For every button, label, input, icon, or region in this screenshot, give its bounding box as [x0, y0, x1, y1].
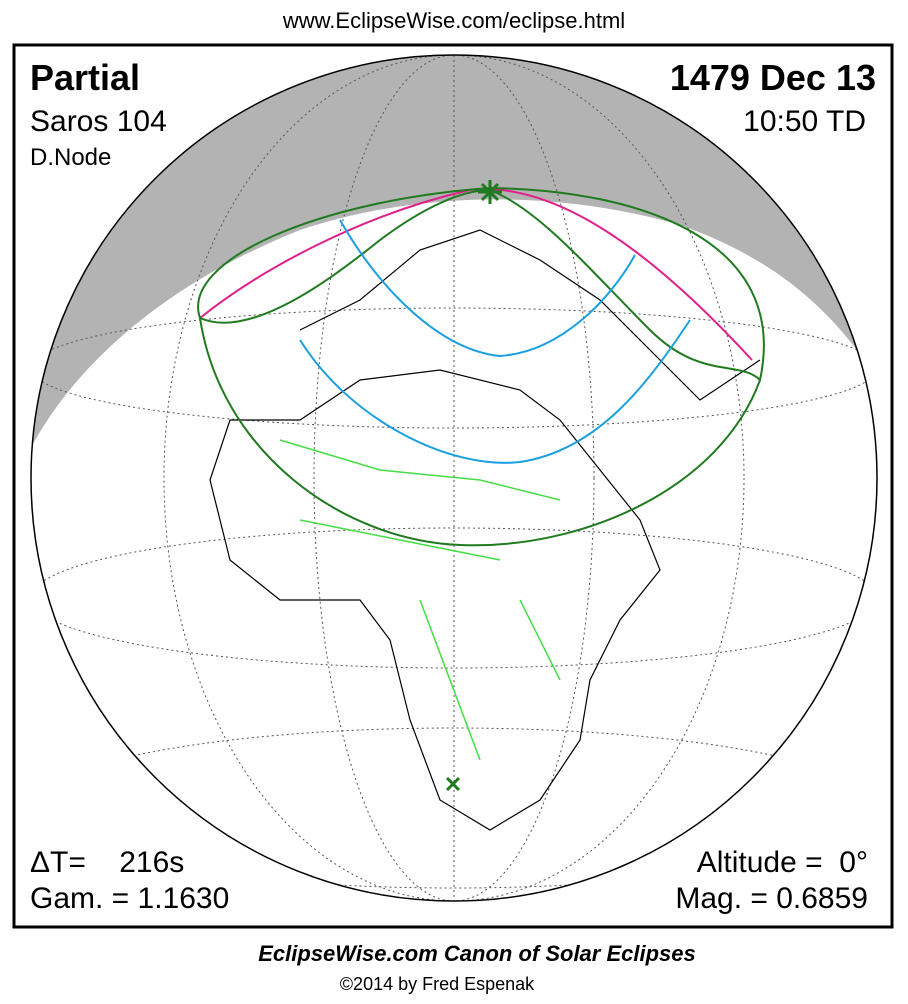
sub-solar-marker — [445, 776, 461, 792]
saros: Saros 104 — [30, 105, 167, 138]
eurasia-outline — [299, 229, 761, 401]
magnitude-curve — [299, 319, 691, 464]
node: D.Node — [30, 144, 111, 171]
graticule — [31, 55, 877, 901]
globe — [31, 55, 877, 901]
magnitude-curve — [339, 219, 636, 358]
globe-outline — [30, 54, 878, 902]
time: 10:50 TD — [743, 105, 866, 138]
africa-outline — [209, 369, 661, 831]
date: 1479 Dec 13 — [670, 57, 876, 98]
footer-credit: ©2014 by Fred Espenak — [340, 974, 535, 994]
gamma: Gam. = 1.1630 — [30, 882, 229, 915]
delta-t: ΔT= 216s — [30, 846, 184, 879]
magnitude: Mag. = 0.6859 — [675, 882, 868, 915]
greatest-eclipse-marker — [478, 180, 502, 204]
url: www.EclipseWise.com/eclipse.html — [282, 8, 625, 33]
night-region — [31, 55, 877, 470]
altitude: Altitude = 0° — [697, 846, 868, 879]
eclipse-type: Partial — [30, 57, 140, 98]
borders — [279, 439, 561, 761]
footer-title: EclipseWise.com Canon of Solar Eclipses — [258, 941, 696, 966]
